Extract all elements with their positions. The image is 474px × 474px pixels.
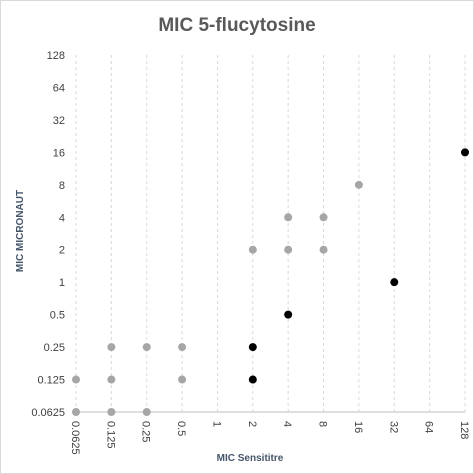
data-point (142, 343, 151, 352)
y-tick-label: 4 (59, 212, 65, 224)
data-point (107, 375, 116, 384)
y-tick-label: 1 (59, 277, 65, 289)
data-point (72, 408, 80, 416)
x-tick-label: 8 (317, 421, 329, 427)
data-point (248, 245, 257, 254)
data-point (107, 408, 116, 416)
y-tick-label: 2 (59, 245, 65, 257)
x-tick-label: 4 (281, 421, 293, 427)
data-point (178, 375, 187, 384)
x-tick-label: 128 (458, 421, 470, 439)
grid-layer (75, 55, 466, 412)
data-point (354, 180, 363, 189)
y-tick-label: 16 (53, 147, 65, 159)
x-axis-title: MIC Sensititre (217, 453, 284, 464)
data-point (248, 343, 257, 352)
y-tick-label: 0.25 (44, 342, 65, 354)
y-tick-label: 32 (53, 115, 65, 127)
y-tick-label: 0.125 (37, 375, 65, 387)
x-tick-label: 0.25 (140, 421, 152, 442)
data-point (284, 245, 293, 254)
x-tick-label: 32 (387, 421, 399, 433)
y-tick-label: 0.5 (50, 310, 65, 322)
data-point (178, 343, 187, 352)
x-tick-label: 0.0625 (69, 421, 81, 455)
data-point (107, 343, 116, 352)
x-tick-label: 0.125 (104, 421, 116, 449)
y-tick-label: 8 (59, 180, 65, 192)
data-point (248, 375, 257, 384)
y-tick-label: 64 (53, 82, 65, 94)
x-tick-label: 0.5 (175, 421, 187, 436)
data-point (461, 148, 469, 157)
data-point (72, 375, 80, 384)
data-point (142, 408, 151, 416)
x-tick-label: 1 (210, 421, 222, 427)
chart-title: MIC 5-flucytosine (158, 15, 315, 36)
x-tick-label: 16 (352, 421, 364, 433)
data-point (284, 310, 293, 319)
y-axis-title: MIC MICRONAUT (15, 190, 26, 272)
data-point (319, 245, 328, 254)
data-point (319, 213, 328, 222)
point-layer (72, 148, 469, 416)
y-tick-label: 0.0625 (31, 407, 65, 419)
y-tick-label: 128 (47, 50, 65, 62)
data-point (390, 278, 399, 287)
data-point (284, 213, 293, 222)
x-tick-label: 2 (246, 421, 258, 427)
x-tick-label: 64 (423, 421, 435, 433)
